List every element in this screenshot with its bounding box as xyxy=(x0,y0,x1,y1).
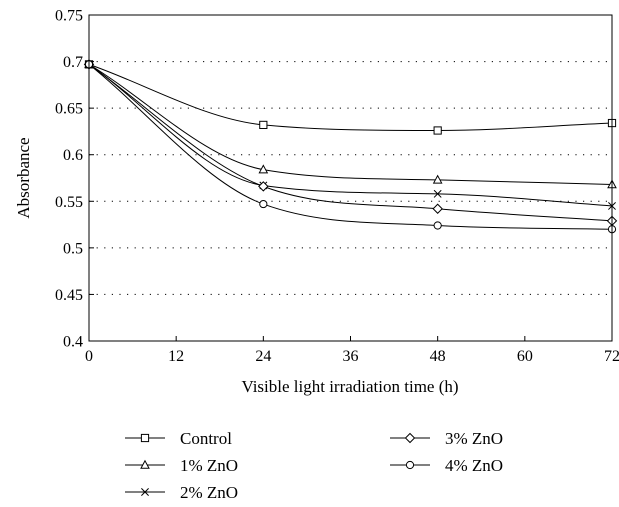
legend-label: 2% ZnO xyxy=(180,483,238,502)
plot-frame xyxy=(88,14,613,342)
series-line xyxy=(88,63,613,207)
y-tick-label: 0.75 xyxy=(55,8,83,25)
x-tick-label: 12 xyxy=(168,348,184,365)
y-tick-label: 0.6 xyxy=(63,147,83,164)
data-point xyxy=(432,203,443,214)
x-tick-label: 36 xyxy=(343,348,359,365)
x-tick-label: 0 xyxy=(85,348,93,365)
y-tick-label: 0.4 xyxy=(63,334,83,351)
data-point xyxy=(433,126,442,135)
legend-marker xyxy=(140,459,150,469)
legend-item: Control xyxy=(125,429,232,448)
legend-marker xyxy=(405,460,415,470)
legend-item: 3% ZnO xyxy=(390,429,503,448)
series-line xyxy=(88,63,613,222)
legend-item: 4% ZnO xyxy=(390,456,503,475)
x-tick-label: 24 xyxy=(255,348,271,365)
y-tick-label: 0.65 xyxy=(55,101,83,118)
legend: Control 1% ZnO 2% ZnO 3% ZnO 4% ZnO xyxy=(125,429,503,502)
y-axis: 0.4 0.45 0.5 0.55 0.6 0.65 0.7 0.75 xyxy=(55,8,94,351)
x-tick-label: 72 xyxy=(604,348,619,365)
series-lines xyxy=(88,63,613,230)
data-point xyxy=(433,221,442,230)
x-tick-label: 48 xyxy=(430,348,446,365)
data-point xyxy=(258,164,269,174)
data-point xyxy=(433,189,442,198)
data-point xyxy=(259,120,268,130)
legend-marker xyxy=(404,432,416,444)
series-line xyxy=(88,63,613,131)
x-tick-label: 60 xyxy=(517,348,533,365)
legend-marker xyxy=(141,488,149,496)
y-tick-label: 0.55 xyxy=(55,194,83,211)
legend-label: Control xyxy=(180,429,232,448)
data-point xyxy=(259,199,268,209)
data-point xyxy=(258,181,269,192)
y-axis-label: Absorbance xyxy=(14,137,33,218)
series-markers xyxy=(83,59,618,234)
legend-label: 1% ZnO xyxy=(180,456,238,475)
y-tick-label: 0.5 xyxy=(63,240,83,257)
legend-item: 2% ZnO xyxy=(125,483,238,502)
series-line xyxy=(88,63,613,230)
y-tick-label: 0.45 xyxy=(55,287,83,304)
x-axis: 0 12 24 36 48 60 72 xyxy=(85,336,619,365)
legend-item: 1% ZnO xyxy=(125,456,238,475)
legend-label: 3% ZnO xyxy=(445,429,503,448)
legend-label: 4% ZnO xyxy=(445,456,503,475)
data-point xyxy=(432,174,443,184)
y-tick-label: 0.7 xyxy=(63,54,83,71)
series-line xyxy=(88,63,613,186)
x-axis-label: Visible light irradiation time (h) xyxy=(241,377,458,396)
legend-marker xyxy=(140,433,150,443)
